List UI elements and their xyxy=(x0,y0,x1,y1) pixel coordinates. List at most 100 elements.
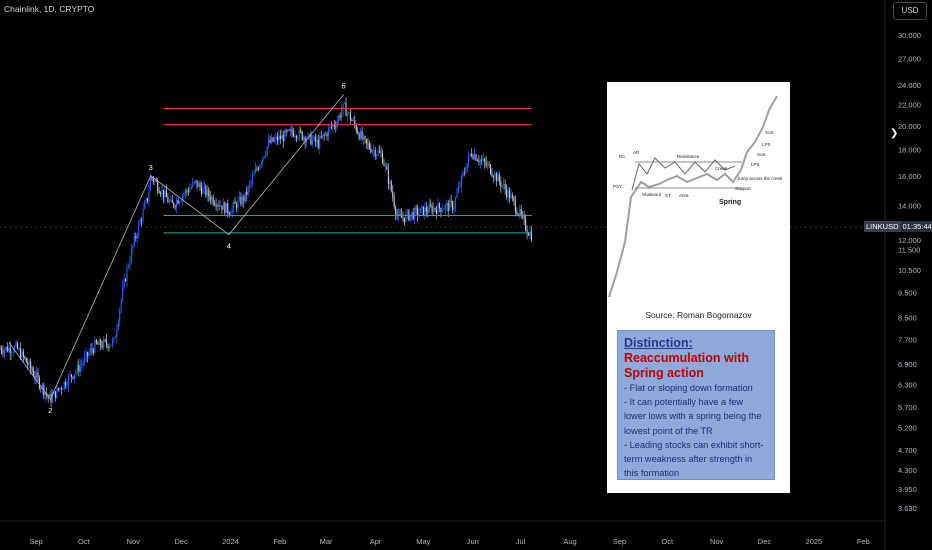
candle-body xyxy=(459,186,461,188)
candle-body xyxy=(500,181,502,187)
candle-body xyxy=(349,112,351,121)
source-credit: Source: Roman Bogomazov xyxy=(645,310,752,320)
wyckoff-label: Jump across the creek xyxy=(737,176,783,181)
wyckoff-label: LPS xyxy=(751,162,760,167)
time-tick-label: Apr xyxy=(370,537,382,546)
candle-body xyxy=(59,388,61,390)
candle-body xyxy=(456,192,458,198)
currency-button[interactable]: USD xyxy=(893,2,927,20)
candle-body xyxy=(25,358,27,363)
price-tick-label: 24.000 xyxy=(898,81,921,90)
candle-body xyxy=(142,208,144,221)
candle-body xyxy=(152,177,154,182)
candle-body xyxy=(154,180,156,182)
candle-body xyxy=(377,151,379,155)
candle-body xyxy=(89,348,92,353)
candle-body xyxy=(510,194,512,199)
time-tick-label: 2025 xyxy=(806,537,823,546)
candle-body xyxy=(354,119,356,126)
candle-body xyxy=(116,329,118,338)
candle-body xyxy=(402,217,404,219)
candle-body xyxy=(126,266,128,282)
candle-body xyxy=(82,362,84,364)
time-tick-label: Aug xyxy=(563,537,576,546)
candle-body xyxy=(244,191,246,202)
wyckoff-diagram: SoS LPS SoS LPS AR BC Resistance Creek Jump acro… xyxy=(608,95,783,298)
candle-body xyxy=(421,206,423,208)
candle-body xyxy=(314,136,316,142)
candle-body xyxy=(485,162,487,166)
candle-body xyxy=(393,197,395,207)
candle-body xyxy=(263,156,265,158)
candle-body xyxy=(120,299,122,310)
candle-body xyxy=(214,203,216,205)
candle-body xyxy=(441,210,443,212)
candle-body xyxy=(517,214,519,215)
candle-body xyxy=(435,209,438,214)
time-tick-label: Sep xyxy=(29,537,42,546)
price-tick-label: 7.700 xyxy=(898,336,917,345)
price-tick-label: 8.500 xyxy=(898,313,917,322)
candle-body xyxy=(488,164,490,166)
candle-body xyxy=(230,213,232,215)
candle-body xyxy=(9,347,11,354)
candle-body xyxy=(304,137,306,143)
candle-body xyxy=(355,125,357,132)
candle-body xyxy=(437,203,439,214)
candle-body xyxy=(24,356,26,359)
candle-body xyxy=(44,392,46,396)
candle-body xyxy=(438,203,441,208)
candle-body xyxy=(287,129,289,132)
distinction-title: Distinction: Reaccumulation with Spring … xyxy=(624,336,774,381)
candle-body xyxy=(288,129,290,131)
candle-body xyxy=(221,205,223,210)
candle-body xyxy=(123,278,125,288)
candle-body xyxy=(260,162,262,165)
wave-label: 5 xyxy=(342,82,346,91)
candle-body xyxy=(52,394,54,403)
time-tick-label: Jun xyxy=(467,537,479,546)
candle-body xyxy=(278,135,280,141)
price-tick-label: 14.000 xyxy=(898,202,921,211)
candles-group xyxy=(0,97,532,407)
candle-body xyxy=(84,356,86,363)
candle-body xyxy=(30,361,32,369)
price-label-symbol: LINKUSD xyxy=(864,221,901,232)
candle-body xyxy=(322,134,324,138)
candle-body xyxy=(18,348,20,350)
candle-body xyxy=(94,340,96,353)
candle-body xyxy=(530,231,532,240)
candle-body xyxy=(141,219,143,221)
candle-body xyxy=(428,204,430,213)
candle-body xyxy=(495,173,497,182)
candle-body xyxy=(491,174,493,177)
candle-body xyxy=(389,181,391,184)
candle-body xyxy=(145,198,147,204)
candle-body xyxy=(292,132,295,137)
wyckoff-label: SoS xyxy=(757,152,766,157)
candle-body xyxy=(406,210,408,214)
candle-body xyxy=(478,160,480,163)
title-prefix: Distinction: xyxy=(624,336,693,350)
candle-body xyxy=(300,129,302,132)
candle-body xyxy=(104,339,106,341)
candle-body xyxy=(346,113,349,116)
candle-body xyxy=(240,196,242,205)
candle-body xyxy=(520,209,522,215)
candle-body xyxy=(471,153,473,156)
price-tick-label: 30.000 xyxy=(898,31,921,40)
candle-body xyxy=(381,153,384,164)
candle-body xyxy=(161,189,163,195)
candle-body xyxy=(294,135,296,137)
wyckoff-label: Shakeout xyxy=(642,192,662,197)
candle-body xyxy=(460,175,462,187)
candle-body xyxy=(333,124,335,126)
candle-body xyxy=(151,177,153,178)
candle-body xyxy=(247,186,249,196)
candle-body xyxy=(37,372,39,378)
candle-body xyxy=(133,236,135,246)
candle-body xyxy=(276,136,278,141)
note-line: - It can potentially have a few xyxy=(624,397,743,408)
candle-body xyxy=(231,207,233,214)
